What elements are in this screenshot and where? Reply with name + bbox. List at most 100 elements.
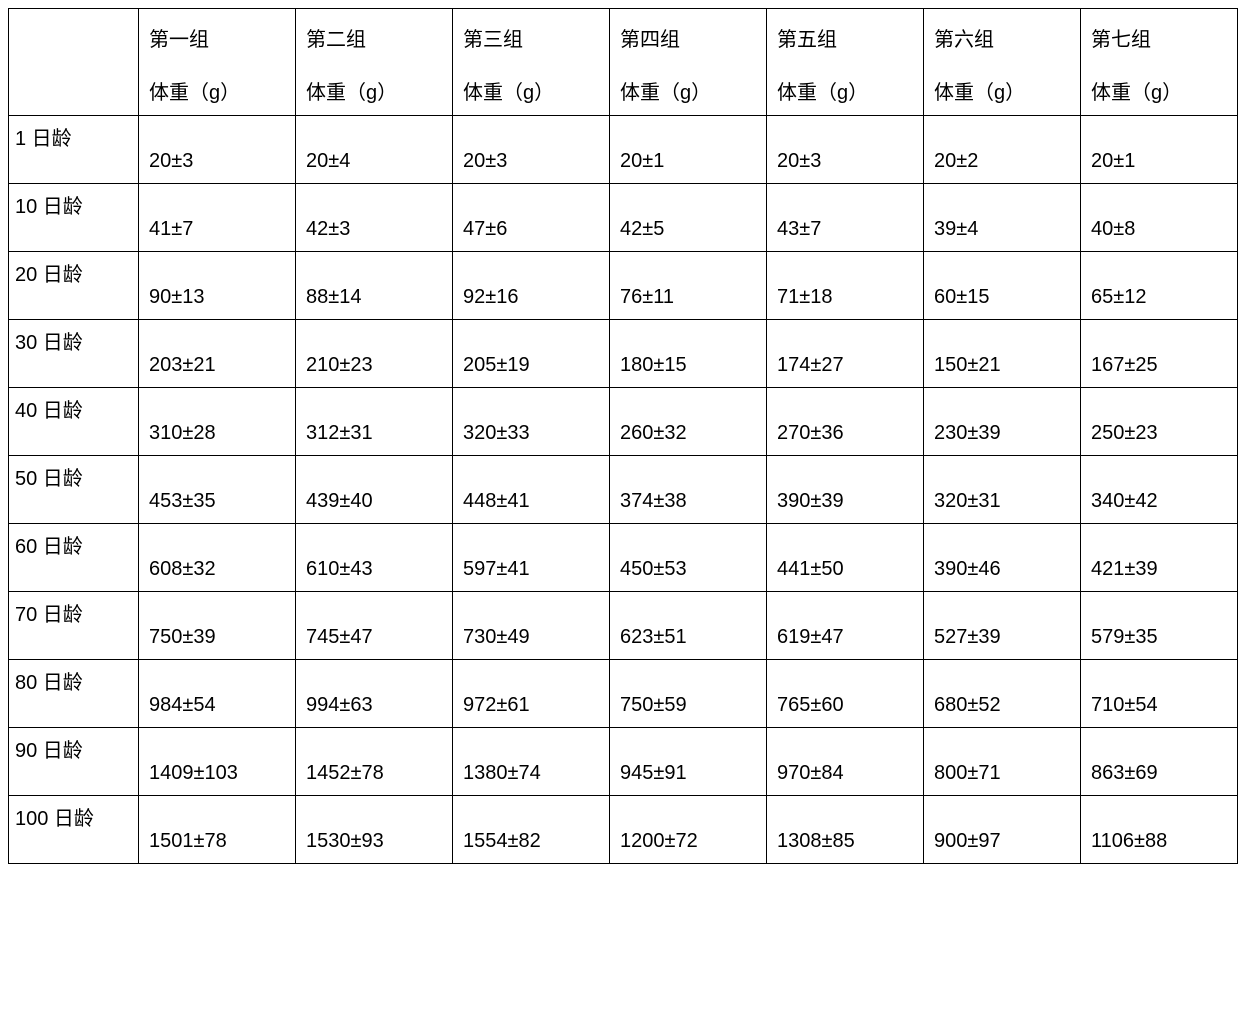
data-cell: 448±41	[453, 456, 610, 524]
table-row: 70 日龄 750±39 745±47 730±49 623±51 619±47…	[9, 592, 1238, 660]
data-cell: 320±31	[924, 456, 1081, 524]
header-group-7: 第七组 体重（g）	[1081, 9, 1238, 116]
data-cell: 863±69	[1081, 728, 1238, 796]
header-weight-label: 体重（g）	[1091, 76, 1227, 105]
data-cell: 90±13	[139, 252, 296, 320]
header-group-5: 第五组 体重（g）	[767, 9, 924, 116]
data-cell: 619±47	[767, 592, 924, 660]
table-body: 1 日龄 20±3 20±4 20±3 20±1 20±3 20±2 20±1 …	[9, 116, 1238, 864]
data-cell: 310±28	[139, 388, 296, 456]
row-label: 100 日龄	[9, 796, 139, 864]
header-group-4: 第四组 体重（g）	[610, 9, 767, 116]
data-cell: 1530±93	[296, 796, 453, 864]
header-group-label: 第六组	[934, 23, 1070, 52]
data-cell: 750±39	[139, 592, 296, 660]
header-group-2: 第二组 体重（g）	[296, 9, 453, 116]
data-cell: 972±61	[453, 660, 610, 728]
table-header-row: 第一组 体重（g） 第二组 体重（g） 第三组 体重（g） 第四组 体重（g） …	[9, 9, 1238, 116]
header-group-3: 第三组 体重（g）	[453, 9, 610, 116]
data-cell: 180±15	[610, 320, 767, 388]
data-cell: 71±18	[767, 252, 924, 320]
data-cell: 1409±103	[139, 728, 296, 796]
table-row: 90 日龄 1409±103 1452±78 1380±74 945±91 97…	[9, 728, 1238, 796]
data-cell: 20±2	[924, 116, 1081, 184]
data-cell: 47±6	[453, 184, 610, 252]
data-cell: 40±8	[1081, 184, 1238, 252]
data-cell: 210±23	[296, 320, 453, 388]
row-label: 30 日龄	[9, 320, 139, 388]
data-cell: 450±53	[610, 524, 767, 592]
data-cell: 43±7	[767, 184, 924, 252]
data-cell: 340±42	[1081, 456, 1238, 524]
data-cell: 579±35	[1081, 592, 1238, 660]
data-cell: 390±39	[767, 456, 924, 524]
data-cell: 174±27	[767, 320, 924, 388]
data-cell: 60±15	[924, 252, 1081, 320]
header-group-label: 第二组	[306, 23, 442, 52]
row-label: 60 日龄	[9, 524, 139, 592]
header-group-6: 第六组 体重（g）	[924, 9, 1081, 116]
header-group-label: 第七组	[1091, 23, 1227, 52]
data-cell: 39±4	[924, 184, 1081, 252]
data-cell: 150±21	[924, 320, 1081, 388]
data-cell: 20±3	[139, 116, 296, 184]
data-cell: 730±49	[453, 592, 610, 660]
data-cell: 374±38	[610, 456, 767, 524]
data-cell: 76±11	[610, 252, 767, 320]
table-row: 60 日龄 608±32 610±43 597±41 450±53 441±50…	[9, 524, 1238, 592]
data-cell: 970±84	[767, 728, 924, 796]
row-label: 40 日龄	[9, 388, 139, 456]
data-cell: 167±25	[1081, 320, 1238, 388]
header-weight-label: 体重（g）	[306, 76, 442, 105]
header-group-label: 第五组	[777, 23, 913, 52]
data-cell: 270±36	[767, 388, 924, 456]
data-cell: 1380±74	[453, 728, 610, 796]
header-weight-label: 体重（g）	[777, 76, 913, 105]
table-row: 10 日龄 41±7 42±3 47±6 42±5 43±7 39±4 40±8	[9, 184, 1238, 252]
data-cell: 203±21	[139, 320, 296, 388]
data-cell: 984±54	[139, 660, 296, 728]
data-cell: 20±1	[610, 116, 767, 184]
data-cell: 680±52	[924, 660, 1081, 728]
row-label: 70 日龄	[9, 592, 139, 660]
header-group-label: 第一组	[149, 23, 285, 52]
data-cell: 1200±72	[610, 796, 767, 864]
data-cell: 92±16	[453, 252, 610, 320]
data-cell: 597±41	[453, 524, 610, 592]
data-cell: 41±7	[139, 184, 296, 252]
data-cell: 320±33	[453, 388, 610, 456]
data-cell: 745±47	[296, 592, 453, 660]
data-cell: 800±71	[924, 728, 1081, 796]
weight-data-table: 第一组 体重（g） 第二组 体重（g） 第三组 体重（g） 第四组 体重（g） …	[8, 8, 1238, 864]
row-label: 80 日龄	[9, 660, 139, 728]
data-cell: 945±91	[610, 728, 767, 796]
data-cell: 710±54	[1081, 660, 1238, 728]
table-row: 50 日龄 453±35 439±40 448±41 374±38 390±39…	[9, 456, 1238, 524]
data-cell: 439±40	[296, 456, 453, 524]
data-cell: 1452±78	[296, 728, 453, 796]
data-cell: 453±35	[139, 456, 296, 524]
header-weight-label: 体重（g）	[620, 76, 756, 105]
header-weight-label: 体重（g）	[463, 76, 599, 105]
data-cell: 421±39	[1081, 524, 1238, 592]
row-label: 20 日龄	[9, 252, 139, 320]
table-row: 80 日龄 984±54 994±63 972±61 750±59 765±60…	[9, 660, 1238, 728]
data-cell: 608±32	[139, 524, 296, 592]
data-cell: 20±3	[453, 116, 610, 184]
header-group-label: 第三组	[463, 23, 599, 52]
data-cell: 205±19	[453, 320, 610, 388]
data-cell: 65±12	[1081, 252, 1238, 320]
header-group-label: 第四组	[620, 23, 756, 52]
data-cell: 42±5	[610, 184, 767, 252]
row-label: 50 日龄	[9, 456, 139, 524]
data-cell: 20±3	[767, 116, 924, 184]
header-group-1: 第一组 体重（g）	[139, 9, 296, 116]
data-cell: 230±39	[924, 388, 1081, 456]
data-cell: 312±31	[296, 388, 453, 456]
table-row: 20 日龄 90±13 88±14 92±16 76±11 71±18 60±1…	[9, 252, 1238, 320]
table-row: 40 日龄 310±28 312±31 320±33 260±32 270±36…	[9, 388, 1238, 456]
data-cell: 527±39	[924, 592, 1081, 660]
data-cell: 750±59	[610, 660, 767, 728]
data-cell: 900±97	[924, 796, 1081, 864]
data-cell: 623±51	[610, 592, 767, 660]
